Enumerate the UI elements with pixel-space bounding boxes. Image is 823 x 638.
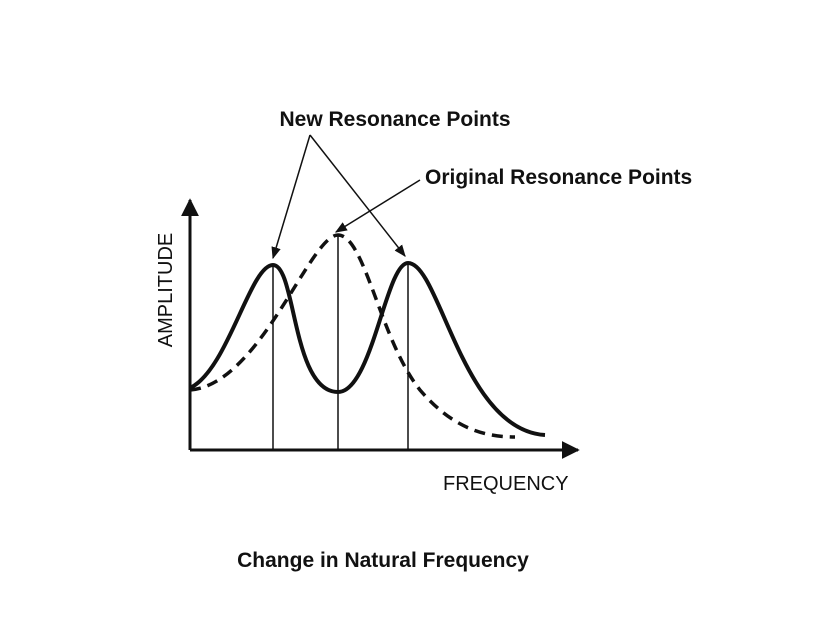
x-axis-label: FREQUENCY xyxy=(443,473,569,495)
y-axis-label: AMPLITUDE xyxy=(155,233,177,347)
pointer-arrow xyxy=(271,134,311,260)
pointer-arrow xyxy=(309,134,406,257)
caption: Change in Natural Frequency xyxy=(237,549,529,572)
annotation: New Resonance Points xyxy=(279,108,510,131)
original-curve xyxy=(189,233,516,439)
annotation: Original Resonance Points xyxy=(425,166,692,189)
pointer-arrow xyxy=(334,179,421,233)
new-curve xyxy=(189,260,546,437)
